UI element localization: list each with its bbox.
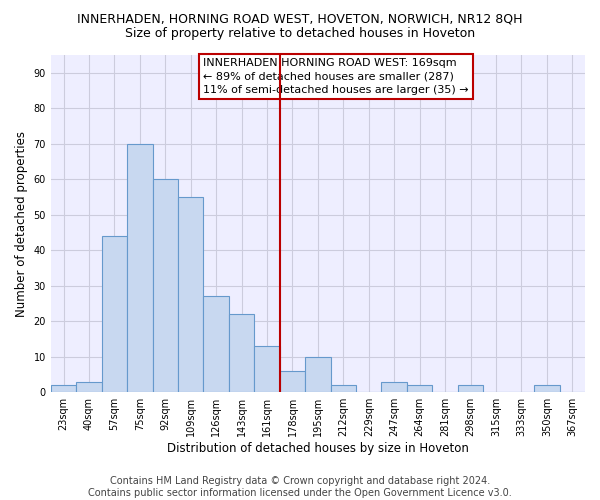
Text: Contains HM Land Registry data © Crown copyright and database right 2024.
Contai: Contains HM Land Registry data © Crown c… (88, 476, 512, 498)
Text: INNERHADEN HORNING ROAD WEST: 169sqm
← 89% of detached houses are smaller (287)
: INNERHADEN HORNING ROAD WEST: 169sqm ← 8… (203, 58, 469, 95)
Bar (254, 346, 280, 392)
Bar (407, 385, 433, 392)
Bar (152, 179, 178, 392)
Bar (305, 356, 331, 392)
Bar (331, 385, 356, 392)
Bar (51, 385, 76, 392)
Text: INNERHADEN, HORNING ROAD WEST, HOVETON, NORWICH, NR12 8QH: INNERHADEN, HORNING ROAD WEST, HOVETON, … (77, 12, 523, 26)
Bar (534, 385, 560, 392)
Text: Size of property relative to detached houses in Hoveton: Size of property relative to detached ho… (125, 28, 475, 40)
Bar (458, 385, 483, 392)
Bar (382, 382, 407, 392)
Bar (178, 197, 203, 392)
Bar (229, 314, 254, 392)
Bar (203, 296, 229, 392)
Bar (127, 144, 152, 392)
Y-axis label: Number of detached properties: Number of detached properties (15, 130, 28, 316)
Bar (280, 371, 305, 392)
X-axis label: Distribution of detached houses by size in Hoveton: Distribution of detached houses by size … (167, 442, 469, 455)
Bar (101, 236, 127, 392)
Bar (76, 382, 101, 392)
